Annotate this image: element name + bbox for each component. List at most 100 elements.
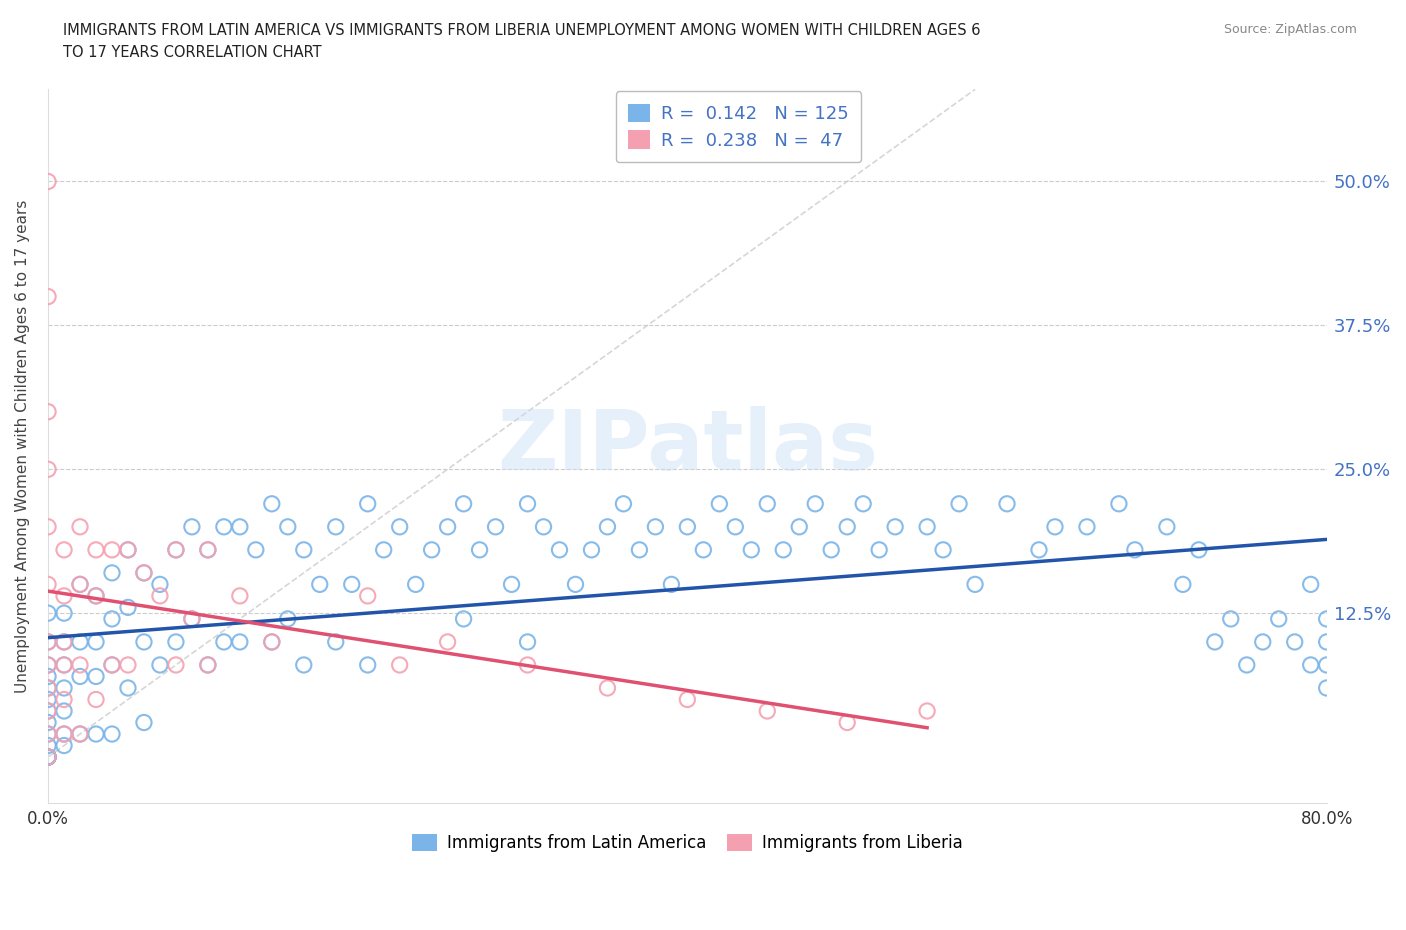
Point [69,726,91,741]
Point [69,726,91,741]
Point [405,577,427,591]
Point [84,726,107,741]
Point [932,542,955,557]
Point [101,611,124,626]
Point [132,565,155,580]
Point [1028,542,1050,557]
Point [165,634,187,649]
Point [197,542,219,557]
Point [37,750,59,764]
Point [596,519,619,534]
Point [277,611,299,626]
Point [53,726,76,741]
Point [357,658,380,672]
Point [453,497,475,512]
Point [37,704,59,719]
Point [69,669,91,684]
Point [101,565,124,580]
Point [84,589,107,604]
Point [117,542,139,557]
Point [37,750,59,764]
Point [229,519,252,534]
Point [292,658,315,672]
Point [132,634,155,649]
Point [1123,542,1146,557]
Point [948,497,970,512]
Point [53,704,76,719]
Point [165,542,187,557]
Point [117,681,139,696]
Point [37,726,59,741]
Point [325,634,347,649]
Text: IMMIGRANTS FROM LATIN AMERICA VS IMMIGRANTS FROM LIBERIA UNEMPLOYMENT AMONG WOME: IMMIGRANTS FROM LATIN AMERICA VS IMMIGRA… [63,23,981,60]
Point [884,519,907,534]
Point [325,519,347,534]
Point [1171,577,1194,591]
Point [37,681,59,696]
Point [1108,497,1130,512]
Point [53,605,76,620]
Point [915,704,938,719]
Point [180,519,202,534]
Point [53,726,76,741]
Point [868,542,890,557]
Point [1076,519,1098,534]
Point [260,634,283,649]
Point [37,750,59,764]
Point [1316,634,1339,649]
Text: Source: ZipAtlas.com: Source: ZipAtlas.com [1223,23,1357,36]
Point [37,750,59,764]
Point [37,726,59,741]
Point [340,577,363,591]
Point [117,600,139,615]
Point [84,634,107,649]
Point [676,519,699,534]
Point [149,577,172,591]
Point [644,519,666,534]
Point [180,611,202,626]
Point [117,658,139,672]
Point [37,634,59,649]
Point [245,542,267,557]
Point [1188,542,1211,557]
Point [37,289,59,304]
Point [37,681,59,696]
Point [180,611,202,626]
Point [388,658,411,672]
Legend: Immigrants from Latin America, Immigrants from Liberia: Immigrants from Latin America, Immigrant… [406,828,969,859]
Point [564,577,586,591]
Point [756,704,779,719]
Point [149,589,172,604]
Point [37,738,59,753]
Point [388,519,411,534]
Point [1236,658,1258,672]
Point [132,565,155,580]
Point [37,174,59,189]
Point [533,519,555,534]
Point [37,750,59,764]
Point [37,704,59,719]
Point [484,519,506,534]
Point [453,611,475,626]
Point [117,542,139,557]
Point [37,669,59,684]
Point [357,589,380,604]
Point [53,738,76,753]
Point [501,577,523,591]
Point [53,542,76,557]
Point [468,542,491,557]
Point [69,519,91,534]
Point [820,542,842,557]
Point [37,658,59,672]
Point [724,519,747,534]
Point [1251,634,1274,649]
Point [132,715,155,730]
Point [69,577,91,591]
Point [37,715,59,730]
Point [37,634,59,649]
Point [101,542,124,557]
Point [1316,658,1339,672]
Point [772,542,794,557]
Point [84,589,107,604]
Point [229,589,252,604]
